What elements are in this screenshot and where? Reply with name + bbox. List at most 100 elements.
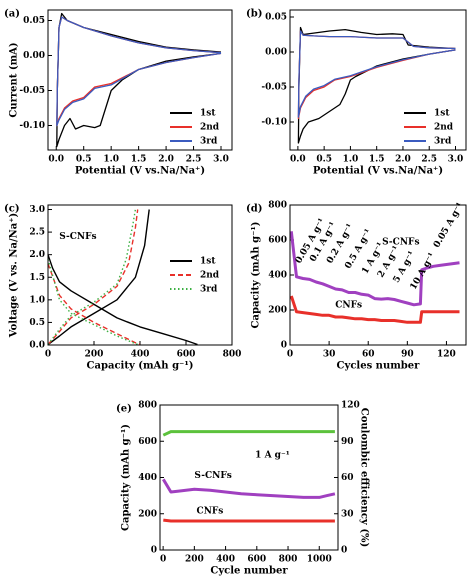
x-tick-label: 200	[85, 350, 104, 360]
y-tick-label: 1.5	[29, 273, 45, 283]
series-label: S-CNFs	[194, 471, 231, 481]
annotation: S-CNFs	[59, 232, 96, 242]
plot-frame	[47, 9, 233, 151]
y-tick-label: 2.0	[29, 250, 45, 260]
y-tick-label: 0	[151, 546, 157, 556]
x-tick-label: 0.0	[48, 155, 64, 165]
y-tick-label: 400	[268, 271, 287, 281]
y-tick-label: 0.00	[23, 51, 45, 61]
x-tick-label: 90	[401, 350, 414, 360]
y-tick-label: 0.0	[29, 341, 45, 351]
x-tick-label: 1.0	[343, 155, 359, 165]
y2-tick-label: 60	[341, 473, 354, 483]
y-tick-label: 1.0	[29, 295, 45, 305]
panel-label: (d)	[246, 204, 262, 215]
y-axis-label: Capacity (mAh g⁻¹)	[251, 222, 262, 329]
y-tick-label: 2.5	[29, 228, 45, 238]
series-line	[56, 12, 222, 148]
y-tick-label: 0.05	[265, 13, 287, 23]
x-tick-label: 800	[223, 350, 242, 360]
y2-tick-label: 90	[341, 437, 354, 447]
series-line	[56, 16, 222, 127]
x-tick-label: 0.5	[76, 155, 92, 165]
series-line	[297, 26, 456, 144]
x-tick-label: 60	[362, 350, 375, 360]
x-tick-label: 0	[160, 555, 166, 565]
y-tick-label: 200	[138, 509, 157, 519]
x-tick-label: 600	[177, 350, 196, 360]
series-line	[297, 30, 456, 118]
x-tick-label: 3.0	[213, 155, 229, 165]
series-line	[162, 430, 335, 437]
y-tick-label: 0	[281, 341, 287, 351]
legend-label: 2nd	[200, 123, 220, 133]
x-axis-label: Cycles number	[337, 361, 421, 372]
x-tick-label: 1000	[307, 555, 332, 565]
x-tick-label: 400	[131, 350, 150, 360]
x-tick-label: 0	[45, 350, 51, 360]
x-tick-label: 3.0	[448, 155, 464, 165]
x-tick-label: 2.0	[158, 155, 174, 165]
x-tick-label: 120	[437, 350, 456, 360]
y-axis-label: Current (mA)	[9, 42, 20, 117]
legend-label: 1st	[434, 109, 450, 119]
series-line	[47, 209, 138, 346]
annotation: 0.05 A g⁻¹	[432, 201, 466, 249]
series-line	[47, 209, 198, 346]
y-tick-label: 3.0	[29, 205, 45, 215]
plot-frame	[159, 404, 339, 551]
plot-frame	[47, 204, 233, 346]
x-tick-label: 0	[287, 350, 293, 360]
y-tick-label: -0.05	[19, 86, 45, 96]
x-tick-label: 600	[247, 555, 266, 565]
x-axis-label: Potential (V vs.Na/Na⁺)	[75, 166, 205, 177]
y-tick-label: 800	[138, 401, 157, 411]
x-tick-label: 1.5	[369, 155, 385, 165]
y-tick-label: -0.10	[261, 118, 287, 128]
series-line	[289, 295, 460, 324]
x-tick-label: 30	[323, 350, 336, 360]
x-tick-label: 200	[185, 555, 204, 565]
panel-label: (a)	[4, 9, 20, 20]
legend-label: 1st	[200, 257, 216, 267]
x-tick-label: 2.5	[421, 155, 437, 165]
y-tick-label: 0.00	[265, 48, 287, 58]
series-label: S-CNFs	[382, 237, 419, 247]
legend-label: 2nd	[200, 271, 220, 281]
y2-axis-label: Coulombic efficiency (%)	[359, 408, 370, 548]
y2-tick-label: 0	[341, 546, 347, 556]
series-label: CNFs	[197, 507, 224, 517]
legend-label: 3rd	[200, 285, 218, 295]
y2-tick-label: 30	[341, 509, 354, 519]
x-tick-label: 2.5	[186, 155, 202, 165]
panel-label: (e)	[116, 404, 132, 415]
y-tick-label: -0.05	[261, 83, 287, 93]
x-tick-label: 0.5	[316, 155, 332, 165]
plot-frame	[289, 9, 467, 151]
y2-tick-label: 120	[341, 401, 360, 411]
y-tick-label: 600	[268, 236, 287, 246]
y-axis-label: Voltage (V vs. Na/Na⁺)	[9, 213, 20, 339]
x-axis-label: Cycle number	[210, 566, 288, 577]
panel-label: (c)	[4, 204, 20, 215]
x-tick-label: 1.0	[103, 155, 119, 165]
y-tick-label: 200	[268, 306, 287, 316]
series-line	[162, 478, 336, 499]
series-label: CNFs	[335, 300, 362, 310]
x-tick-label: 800	[279, 555, 298, 565]
x-tick-label: 2.0	[395, 155, 411, 165]
y-tick-label: 400	[138, 473, 157, 483]
x-tick-label: 400	[216, 555, 235, 565]
annotation: 1 A g⁻¹	[255, 450, 290, 460]
y-tick-label: 600	[138, 437, 157, 447]
series-line	[47, 209, 141, 346]
series-line	[297, 30, 456, 120]
plot-frame	[289, 204, 467, 346]
x-tick-label: 0.0	[290, 155, 306, 165]
legend-label: 3rd	[434, 137, 452, 147]
y-axis-label: Capacity (mAh g⁻¹)	[121, 424, 132, 531]
legend-label: 2nd	[434, 123, 454, 133]
series-line	[289, 231, 460, 307]
legend-label: 1st	[200, 109, 216, 119]
